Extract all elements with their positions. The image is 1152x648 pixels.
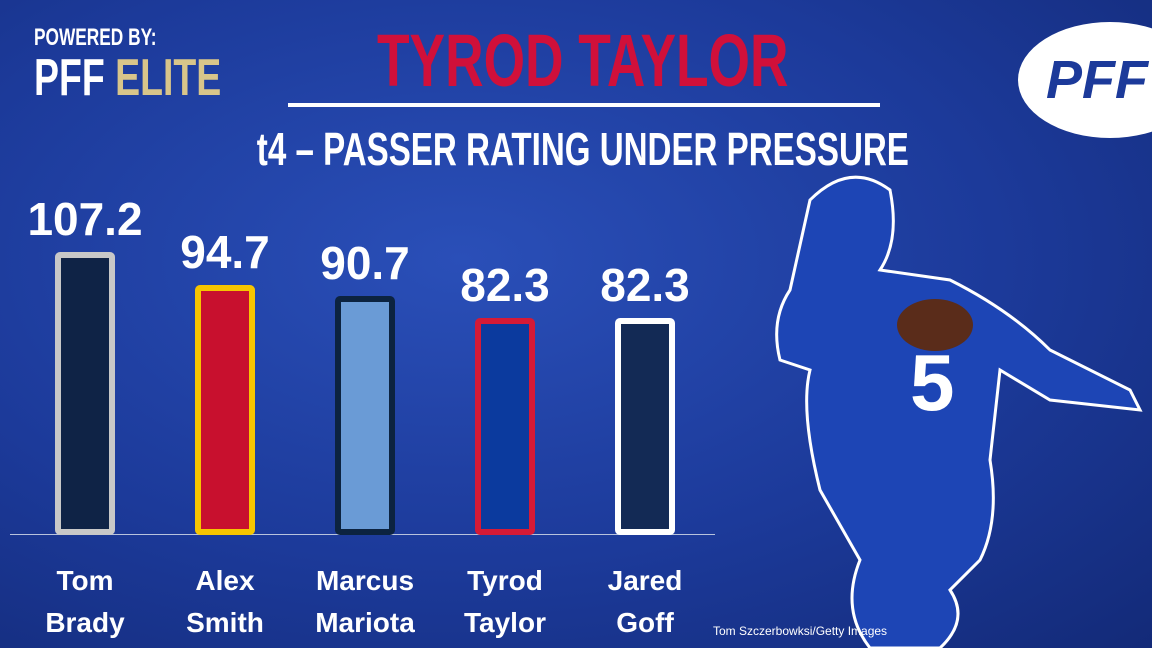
bar bbox=[335, 295, 395, 535]
brand: PFF ELITE bbox=[34, 52, 294, 104]
category-label: Tom Brady bbox=[45, 565, 125, 638]
jersey-number: 5 bbox=[910, 338, 955, 427]
brand-suffix: ELITE bbox=[115, 49, 222, 107]
category-label: Alex Smith bbox=[186, 565, 264, 638]
value-label: 90.7 bbox=[320, 236, 410, 289]
bar bbox=[55, 251, 115, 535]
powered-by: POWERED BY: bbox=[34, 26, 204, 50]
subtitle-text: t4 – PASSER RATING UNDER PRESSURE bbox=[256, 123, 910, 175]
bar bbox=[615, 317, 675, 535]
logo-ball bbox=[1018, 22, 1152, 138]
bar bbox=[475, 317, 535, 535]
category-label: Marcus Mariota bbox=[315, 565, 415, 638]
value-label: 94.7 bbox=[180, 225, 270, 278]
football bbox=[897, 299, 973, 351]
category-label: Jared Goff bbox=[607, 565, 683, 638]
category-label: Tyrod Taylor bbox=[464, 565, 546, 638]
subtitle: t4 – PASSER RATING UNDER PRESSURE bbox=[0, 122, 1152, 176]
value-label: 107.2 bbox=[27, 192, 143, 245]
player-photo: 5 bbox=[775, 175, 1143, 648]
value-label: 82.3 bbox=[460, 258, 550, 311]
pff-logo: PFF bbox=[1018, 22, 1152, 138]
brand-text: PFF ELITE bbox=[34, 52, 221, 104]
brand-name: PFF bbox=[34, 49, 105, 107]
credit: Tom Szczerbowksi/Getty Images bbox=[713, 624, 888, 638]
player-silhouette bbox=[775, 175, 1143, 648]
title-rule bbox=[288, 103, 880, 107]
title: TYROD TAYLOR bbox=[0, 18, 1152, 103]
bar bbox=[195, 284, 255, 535]
title-text: TYROD TAYLOR bbox=[377, 19, 789, 102]
value-label: 82.3 bbox=[600, 258, 690, 311]
powered-by-text: POWERED BY: bbox=[34, 24, 157, 51]
logo-text: PFF bbox=[1046, 50, 1150, 110]
